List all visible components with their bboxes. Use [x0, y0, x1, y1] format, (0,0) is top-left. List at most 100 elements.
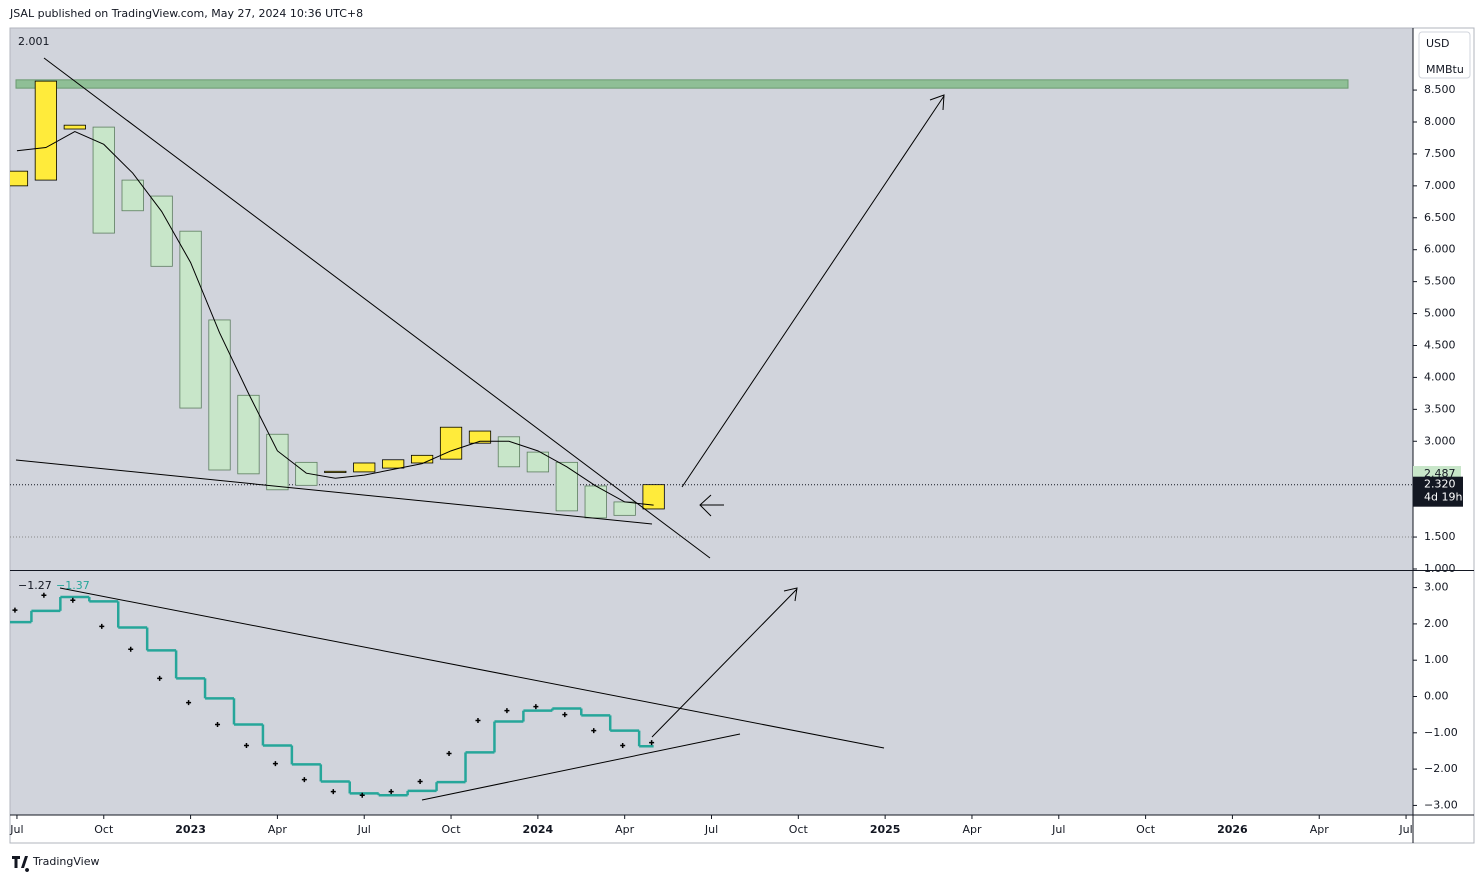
x-tick-label: Jul: [357, 823, 371, 836]
y-tick-label: 8.000: [1424, 115, 1456, 128]
x-tick-label: Jul: [704, 823, 718, 836]
time-axis: [10, 815, 1474, 843]
x-tick-label: Apr: [615, 823, 635, 836]
x-tick-label: Oct: [789, 823, 809, 836]
x-tick-label: Apr: [1310, 823, 1330, 836]
price-badge-label: 2.320: [1424, 478, 1456, 491]
arrow-head: [783, 587, 798, 602]
y-tick-label: −1.00: [1424, 726, 1458, 739]
countdown: 4d 19h: [1424, 491, 1462, 504]
cross-marker: [475, 717, 481, 723]
y-tick-label: −2.00: [1424, 762, 1458, 775]
candle-body: [555, 461, 578, 512]
cross-marker: [70, 597, 76, 603]
y-tick-label: 6.000: [1424, 243, 1456, 256]
cross-marker: [272, 761, 278, 767]
candle-body: [179, 230, 202, 409]
arrow: [699, 494, 724, 517]
candle-body: [382, 459, 405, 469]
candle-body: [526, 451, 549, 473]
y-tick-label: 6.500: [1424, 211, 1456, 224]
y-tick-label: 2.00: [1424, 617, 1449, 630]
frame: [9, 27, 1475, 844]
candle-body: [295, 461, 318, 486]
x-tick-label: Oct: [1136, 823, 1156, 836]
candle-body: [642, 484, 665, 510]
price-pane: [10, 79, 1413, 519]
cross-marker: [330, 789, 336, 795]
x-tick-label: Jul: [1398, 823, 1412, 836]
trend-line: [15, 459, 653, 525]
candle-body: [613, 501, 636, 516]
y-tick-label: 4.500: [1424, 338, 1456, 351]
candle-body: [92, 126, 115, 234]
candle-body: [208, 319, 231, 471]
candle-body: [324, 470, 347, 473]
y-tick-label: 1.000: [1424, 562, 1456, 575]
cross-marker: [562, 712, 568, 718]
moving-average: [16, 131, 654, 506]
arrow-head: [929, 94, 945, 111]
price-axis: [1413, 28, 1474, 815]
y-tick-label: 3.00: [1424, 581, 1449, 594]
indicator-pane: [10, 592, 655, 798]
y-tick-label: 0.00: [1424, 690, 1449, 703]
cross-marker: [359, 792, 365, 798]
cross-marker: [533, 704, 539, 710]
x-tick-label: 2026: [1217, 823, 1248, 836]
candle-body: [34, 80, 57, 181]
cross-marker: [41, 592, 47, 598]
x-tick-label: Jul: [1051, 823, 1065, 836]
x-tick-label: Apr: [962, 823, 982, 836]
arrow: [681, 95, 945, 488]
candle-body: [63, 124, 86, 130]
pane-legend: −1.27: [18, 579, 52, 592]
candle-body: [237, 394, 260, 475]
cross-marker: [128, 646, 134, 652]
candle-body: [439, 426, 463, 460]
cross-marker: [504, 708, 510, 714]
price-badge: [1413, 476, 1463, 507]
x-tick-label: Apr: [268, 823, 288, 836]
candle-body: [10, 170, 29, 187]
y-tick-label: 1.00: [1424, 653, 1449, 666]
y-tick-label: 4.000: [1424, 370, 1456, 383]
cross-marker: [591, 728, 597, 734]
y-tick-label: 8.500: [1424, 83, 1456, 96]
candle-body: [410, 454, 434, 464]
x-tick-label: Jul: [9, 823, 23, 836]
cross-marker: [388, 789, 394, 795]
cross-marker: [157, 675, 163, 681]
logo: [12, 856, 30, 872]
x-tick-label: Oct: [94, 823, 114, 836]
y-tick-label: −3.00: [1424, 798, 1458, 811]
trend-line: [43, 57, 711, 559]
candle-body: [121, 179, 144, 212]
pane-legend: 2.001: [18, 35, 50, 48]
candle-body: [266, 433, 289, 491]
y-tick-label: 1.500: [1424, 530, 1456, 543]
candle-body: [468, 430, 492, 444]
zone: [15, 79, 1349, 89]
arrow: [651, 588, 798, 738]
cross-marker: [186, 700, 192, 706]
y-tick-label: 7.500: [1424, 147, 1456, 160]
cross-marker: [620, 743, 626, 749]
candle-body: [150, 195, 173, 267]
cross-marker: [301, 777, 307, 783]
y-tick-label: 5.000: [1424, 307, 1456, 320]
x-tick-label: 2023: [175, 823, 206, 836]
candle-body: [584, 485, 607, 519]
cross-marker: [215, 721, 221, 727]
footer: TradingView: [32, 855, 99, 868]
header: JSAL published on TradingView.com, May 2…: [9, 7, 363, 20]
cross-marker: [12, 607, 18, 613]
trend-line: [59, 587, 885, 749]
unit-label: MMBtu: [1426, 63, 1464, 76]
candle-body: [497, 436, 521, 468]
x-tick-label: 2024: [523, 823, 554, 836]
unit-label: USD: [1426, 37, 1450, 50]
cross-marker: [99, 623, 105, 629]
